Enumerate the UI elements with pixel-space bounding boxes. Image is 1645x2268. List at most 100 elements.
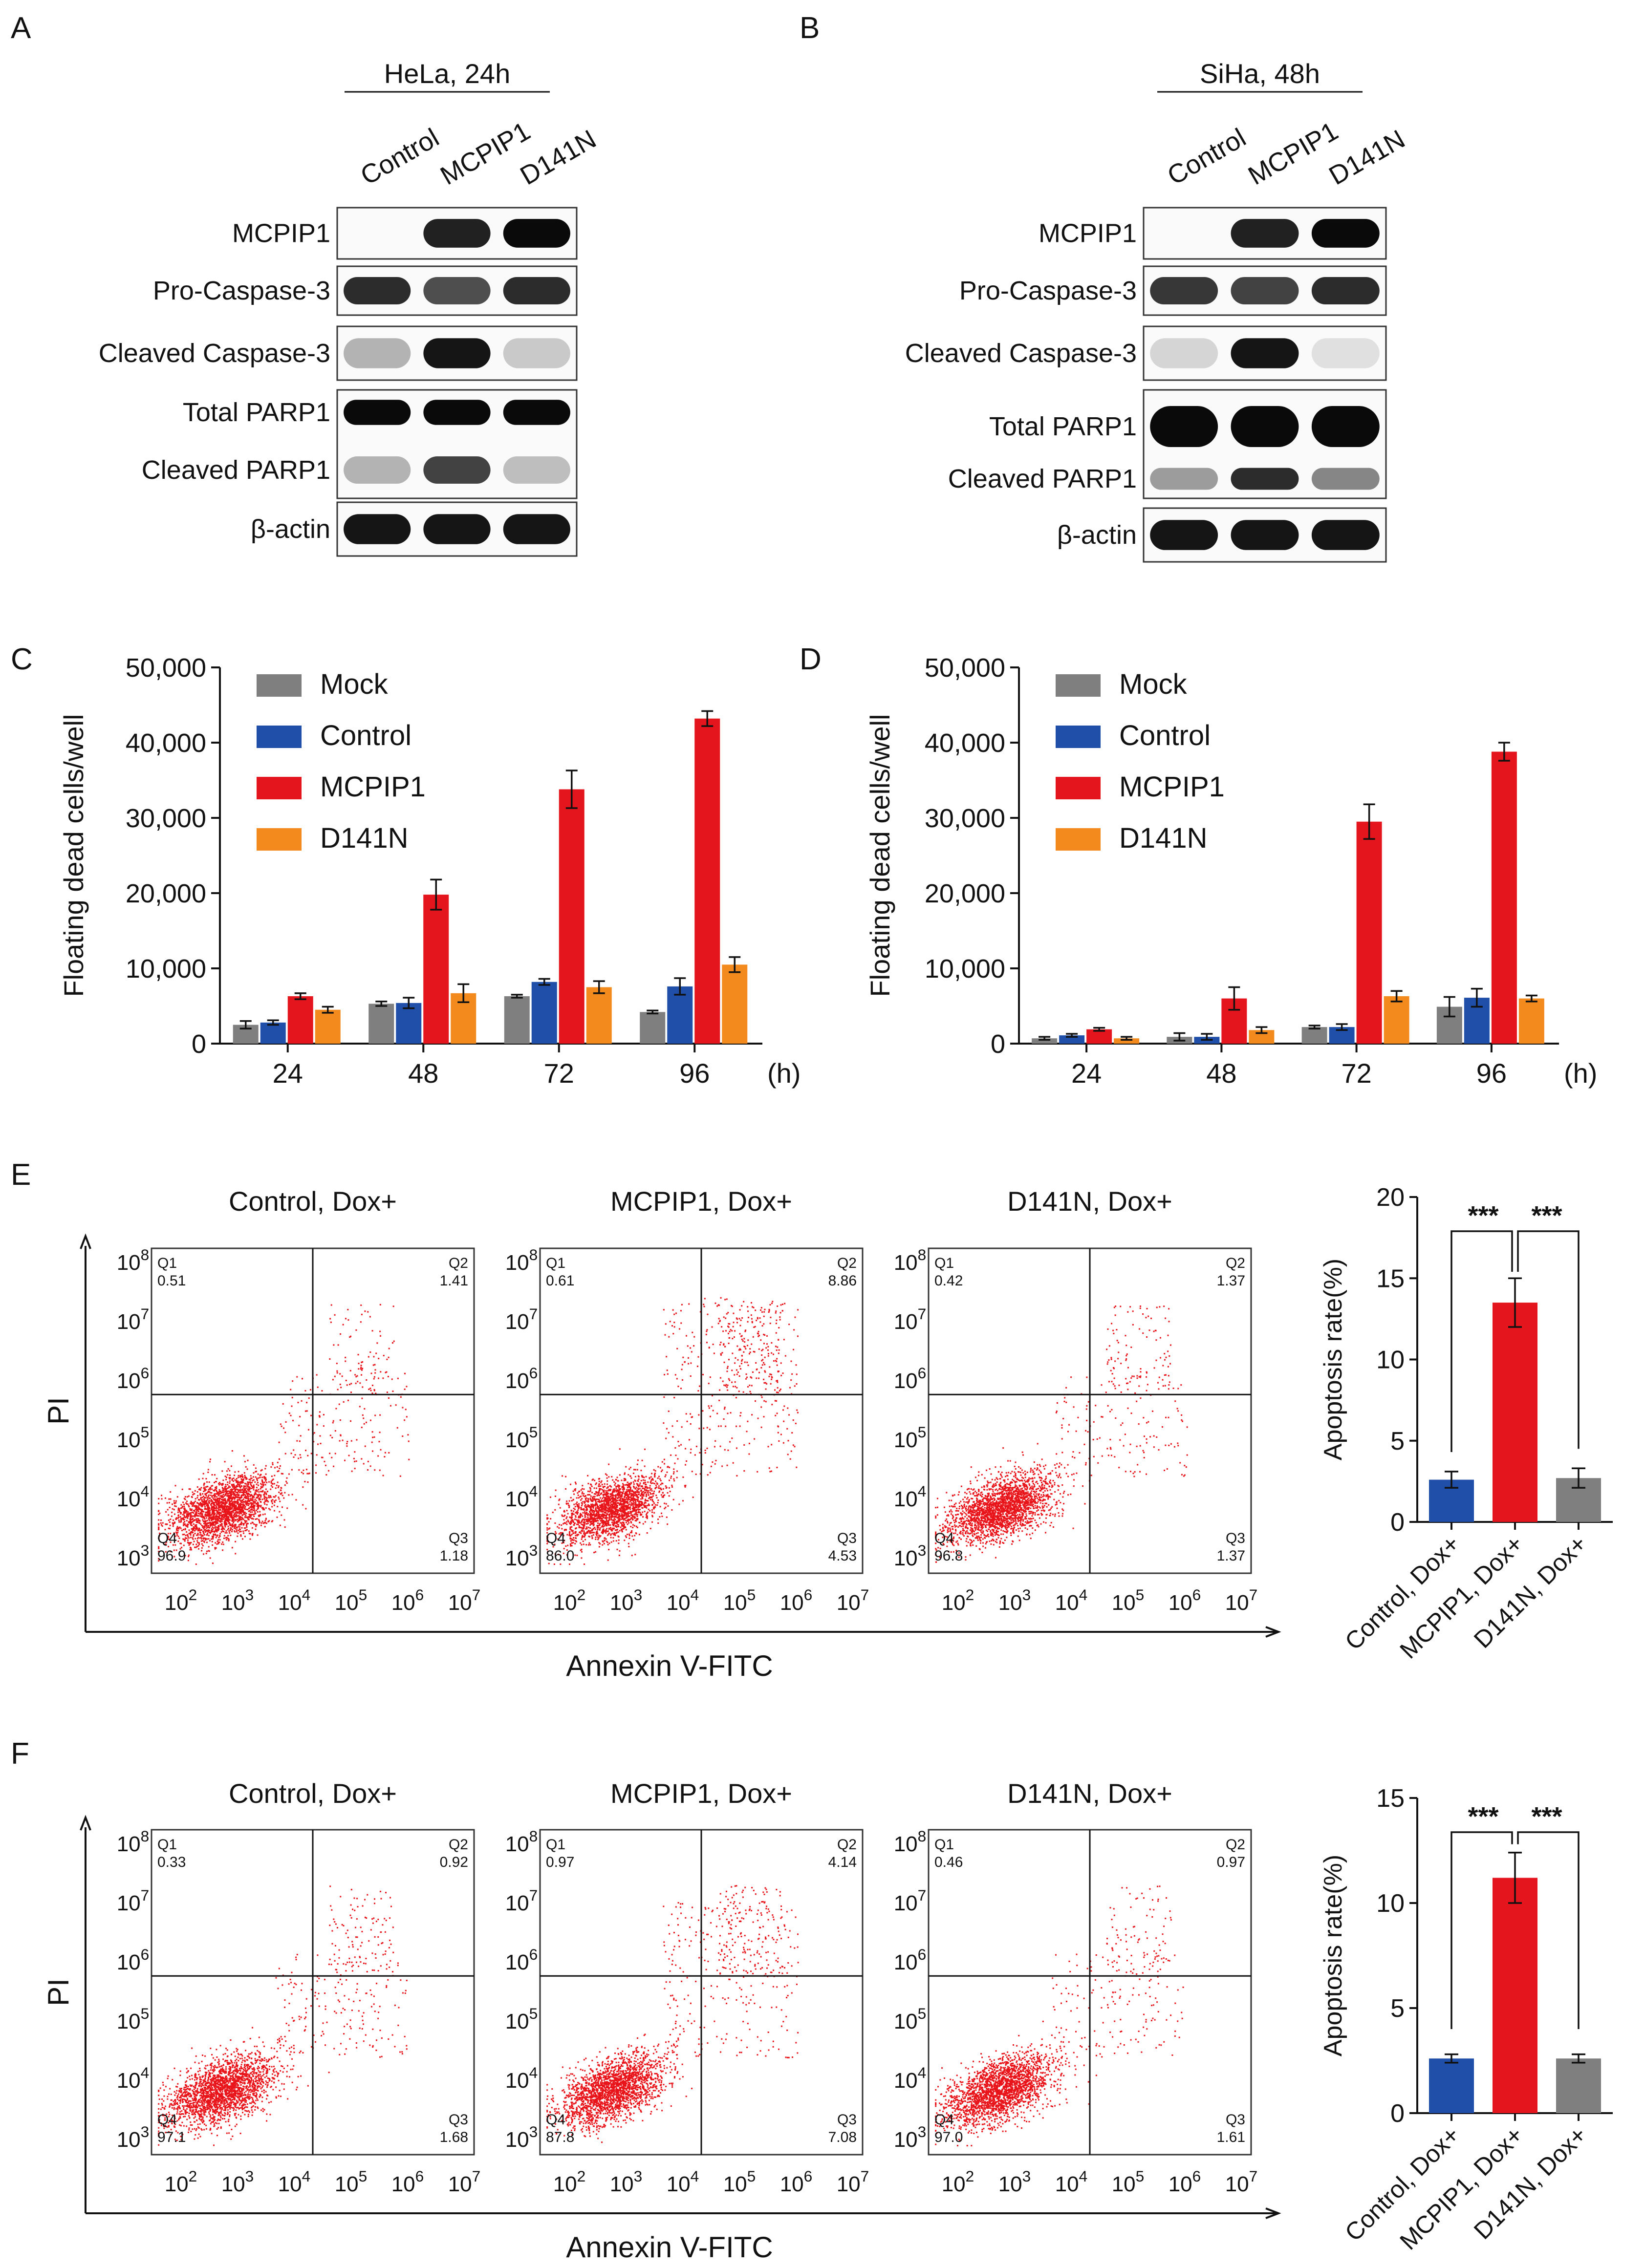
- flow-event-dot: [621, 1531, 623, 1533]
- flow-event-dot: [269, 1495, 271, 1497]
- flow-event-dot: [641, 1485, 643, 1487]
- flow-event-dot: [177, 1507, 179, 1509]
- flow-event-dot: [174, 1535, 176, 1537]
- flow-event-dot: [230, 1516, 232, 1518]
- flow-event-dot: [595, 1516, 597, 1518]
- flow-event-dot: [191, 1508, 193, 1510]
- flow-event-dot: [763, 1323, 765, 1325]
- flow-event-dot: [615, 1498, 617, 1500]
- flow-event-dot: [221, 1504, 223, 1506]
- flow-event-dot: [725, 1317, 727, 1319]
- flow-event-dot: [604, 1512, 606, 1514]
- flow-event-dot: [633, 1492, 635, 1494]
- flow-event-dot: [197, 1498, 199, 1500]
- flow-event-dot: [214, 1547, 216, 1549]
- flow-event-dot: [713, 1352, 715, 1354]
- flow-event-dot: [357, 1381, 359, 1383]
- x-tick-label-C: 96: [679, 1058, 710, 1089]
- flow-event-dot: [243, 1455, 245, 1457]
- flow-event-dot: [323, 1425, 325, 1427]
- flow-event-dot: [228, 1495, 230, 1497]
- flow-event-dot: [727, 1312, 729, 1314]
- flow-event-dot: [626, 1513, 628, 1515]
- flow-event-dot: [590, 1503, 592, 1505]
- flow-event-dot: [192, 1537, 194, 1539]
- flow-event-dot: [253, 1502, 255, 1504]
- flow-event-dot: [169, 1506, 171, 1508]
- flow-event-dot: [567, 1520, 569, 1522]
- y-tick-label-C: 0: [192, 1029, 206, 1059]
- flow-event-dot: [609, 1524, 611, 1526]
- flow-event-dot: [219, 1524, 221, 1526]
- flow-event-dot: [225, 1522, 227, 1524]
- flow-event-dot: [671, 1425, 673, 1427]
- flow-event-dot: [619, 1516, 621, 1518]
- flow-event-dot: [218, 1528, 220, 1530]
- flow-event-dot: [606, 1504, 608, 1506]
- flow-event-dot: [183, 1516, 185, 1518]
- flow-event-dot: [253, 1464, 255, 1466]
- flow-event-dot: [615, 1499, 617, 1501]
- flow-event-dot: [196, 1486, 198, 1488]
- flow-event-dot: [618, 1487, 620, 1489]
- flow-event-dot: [379, 1304, 381, 1305]
- flow-event-dot: [217, 1508, 219, 1510]
- flow-event-dot: [295, 1499, 297, 1501]
- flow-event-dot: [181, 1529, 183, 1531]
- flow-event-dot: [201, 1503, 203, 1505]
- flow-event-dot: [258, 1519, 260, 1520]
- flow-event-dot: [259, 1475, 261, 1476]
- flow-event-dot: [239, 1481, 241, 1483]
- flow-event-dot: [616, 1504, 618, 1506]
- flow-event-dot: [613, 1481, 615, 1483]
- flow-event-dot: [638, 1485, 640, 1487]
- flow-event-dot: [240, 1497, 242, 1499]
- flow-event-dot: [602, 1525, 604, 1527]
- flow-event-dot: [685, 1335, 687, 1337]
- panel-letter-C: C: [11, 642, 33, 676]
- flow-event-dot: [206, 1550, 208, 1552]
- flow-event-dot: [598, 1509, 600, 1511]
- flow-event-dot: [215, 1542, 216, 1544]
- flow-event-dot: [406, 1416, 408, 1418]
- flow-event-dot: [227, 1512, 229, 1514]
- flow-event-dot: [596, 1535, 598, 1537]
- flow-event-dot: [590, 1523, 592, 1525]
- flow-event-dot: [238, 1517, 240, 1519]
- flow-event-dot: [193, 1502, 195, 1504]
- flow-event-dot: [596, 1506, 598, 1508]
- flow-event-dot: [210, 1515, 212, 1517]
- flow-event-dot: [176, 1496, 178, 1498]
- flow-event-dot: [750, 1314, 752, 1316]
- blot-band-B: [1231, 468, 1299, 490]
- flow-event-dot: [625, 1519, 627, 1521]
- flow-event-dot: [780, 1362, 782, 1364]
- flow-event-dot: [595, 1536, 597, 1538]
- flow-event-dot: [230, 1515, 232, 1517]
- flow-event-dot: [685, 1413, 687, 1415]
- flow-event-dot: [589, 1505, 591, 1507]
- flow-event-dot: [758, 1330, 759, 1332]
- flow-event-dot: [183, 1522, 185, 1524]
- flow-event-dot: [249, 1481, 251, 1483]
- flow-event-dot: [240, 1535, 242, 1537]
- flow-event-dot: [654, 1474, 656, 1476]
- flow-event-dot: [333, 1344, 335, 1346]
- flow-event-dot: [209, 1508, 211, 1510]
- flow-event-dot: [208, 1508, 210, 1510]
- flow-event-dot: [739, 1348, 741, 1350]
- flow-event-dot: [237, 1489, 238, 1491]
- blot-label-B: Cleaved PARP1: [948, 464, 1137, 493]
- flow-event-dot: [355, 1329, 357, 1331]
- flow-event-dot: [387, 1375, 389, 1377]
- flow-event-dot: [239, 1517, 241, 1519]
- flow-event-dot: [583, 1518, 584, 1520]
- flow-event-dot: [581, 1531, 583, 1533]
- flow-event-dot: [170, 1533, 172, 1535]
- flow-event-dot: [248, 1493, 250, 1495]
- flow-event-dot: [589, 1512, 591, 1514]
- flow-event-dot: [612, 1523, 614, 1525]
- flow-event-dot: [607, 1533, 609, 1535]
- flow-event-dot: [217, 1510, 219, 1512]
- flow-event-dot: [606, 1528, 608, 1530]
